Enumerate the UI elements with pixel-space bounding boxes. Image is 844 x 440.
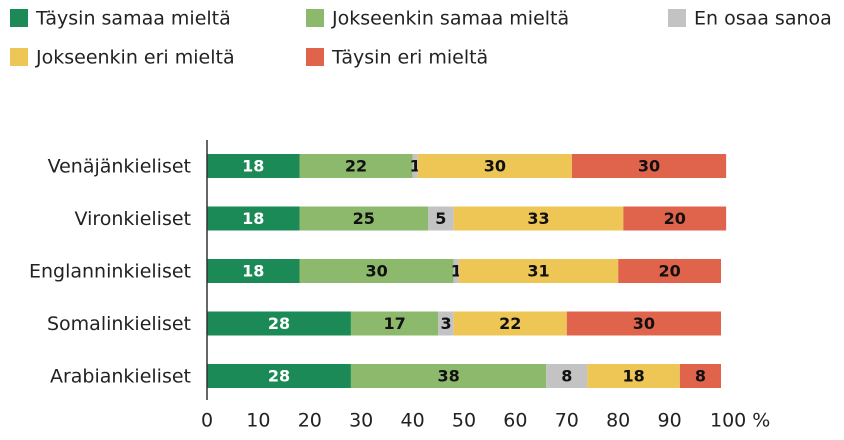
data-label: 31 <box>527 262 549 281</box>
category-label: Arabiankieliset <box>50 366 191 388</box>
data-label: 30 <box>365 262 387 281</box>
data-label: 25 <box>353 209 375 228</box>
bar-segment <box>679 364 721 388</box>
x-tick-label: 20 <box>298 410 322 432</box>
bar-segment <box>438 311 454 336</box>
x-tick-label: 50 <box>452 410 476 432</box>
data-label: 38 <box>437 367 459 386</box>
bar-segment <box>566 311 721 336</box>
bar-segment <box>350 364 547 388</box>
bar-segment <box>428 206 454 231</box>
data-label: 1 <box>410 157 421 176</box>
x-tick-label: 10 <box>246 410 270 432</box>
data-label: 8 <box>695 367 706 386</box>
legend-label: Jokseenkin eri mieltä <box>35 47 235 69</box>
data-label: 17 <box>383 314 405 333</box>
category-label: Englanninkieliset <box>29 261 191 283</box>
bar-segment <box>453 206 624 231</box>
data-label: 3 <box>440 314 451 333</box>
bar-segment <box>417 154 572 178</box>
data-label: 28 <box>268 367 290 386</box>
bar-segment <box>453 311 567 336</box>
bar-segment <box>207 206 300 231</box>
bar-segment <box>207 311 351 336</box>
bar-segment <box>623 206 727 231</box>
data-label: 8 <box>561 367 572 386</box>
x-tick-label: 60 <box>503 410 527 432</box>
category-label: Vironkieliset <box>75 208 192 230</box>
data-label: 18 <box>242 262 264 281</box>
x-tick-label: 100 % <box>710 410 770 432</box>
data-label: 18 <box>622 367 644 386</box>
data-label: 20 <box>664 209 686 228</box>
data-label: 20 <box>658 262 680 281</box>
data-label: 1 <box>451 262 462 281</box>
data-label: 33 <box>527 209 549 228</box>
data-label: 18 <box>242 209 264 228</box>
data-label: 30 <box>638 157 660 176</box>
data-label: 30 <box>633 314 655 333</box>
data-label: 30 <box>484 157 506 176</box>
legend-swatch <box>10 9 28 27</box>
data-label: 22 <box>345 157 367 176</box>
legend-label: Jokseenkin samaa mieltä <box>331 8 569 30</box>
bar-segment <box>546 364 588 388</box>
bar-segment <box>207 364 351 388</box>
x-tick-label: 90 <box>658 410 682 432</box>
category-label: Somalinkieliset <box>47 313 191 335</box>
legend-label: En osaa sanoa <box>694 8 832 30</box>
legend-swatch <box>306 48 324 66</box>
bar-segment <box>299 259 454 283</box>
x-tick-label: 30 <box>349 410 373 432</box>
x-tick-label: 40 <box>401 410 425 432</box>
x-tick-label: 80 <box>606 410 630 432</box>
legend-label: Täysin samaa mieltä <box>35 8 231 30</box>
bar-segment <box>571 154 727 178</box>
legend-swatch <box>668 9 686 27</box>
legend-swatch <box>10 48 28 66</box>
x-tick-label: 0 <box>201 410 213 432</box>
bar-segment <box>299 154 413 178</box>
bar-segment <box>299 206 429 231</box>
data-label: 22 <box>499 314 521 333</box>
data-label: 18 <box>242 157 264 176</box>
bar-segment <box>587 364 680 388</box>
data-label: 5 <box>435 209 446 228</box>
category-label: Venäjänkieliset <box>48 156 191 178</box>
bar-segment <box>207 259 300 283</box>
data-label: 28 <box>268 314 290 333</box>
bar-segment <box>618 259 721 283</box>
legend-label: Täysin eri mieltä <box>331 47 488 69</box>
bar-segment <box>453 259 459 283</box>
bar-segment <box>350 311 439 336</box>
x-tick-label: 70 <box>555 410 579 432</box>
legend-swatch <box>306 9 324 27</box>
bar-segment <box>412 154 418 178</box>
bar-segment <box>458 259 619 283</box>
bar-segment <box>207 154 300 178</box>
